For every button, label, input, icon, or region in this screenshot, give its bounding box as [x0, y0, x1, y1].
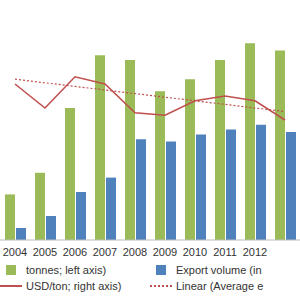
- svg-text:2004: 2004: [8, 246, 27, 258]
- svg-text:2006: 2006: [63, 246, 87, 258]
- svg-text:2008: 2008: [123, 246, 147, 258]
- svg-text:2005: 2005: [33, 246, 57, 258]
- svg-text:2009: 2009: [153, 246, 177, 258]
- html-text:USD/ton; right axis): USD/ton; right axis): [26, 280, 122, 292]
- svg-text:2012: 2012: [243, 246, 267, 258]
- svg-text:2007: 2007: [93, 246, 117, 258]
- svg-text:2011: 2011: [213, 246, 237, 258]
- html-text:Export volume (in: Export volume (in: [176, 264, 262, 276]
- html-text:Linear (Average e: Linear (Average e: [176, 280, 264, 292]
- html-text:tonnes; left axis): tonnes; left axis): [26, 264, 107, 276]
- svg-text:2010: 2010: [183, 246, 207, 258]
